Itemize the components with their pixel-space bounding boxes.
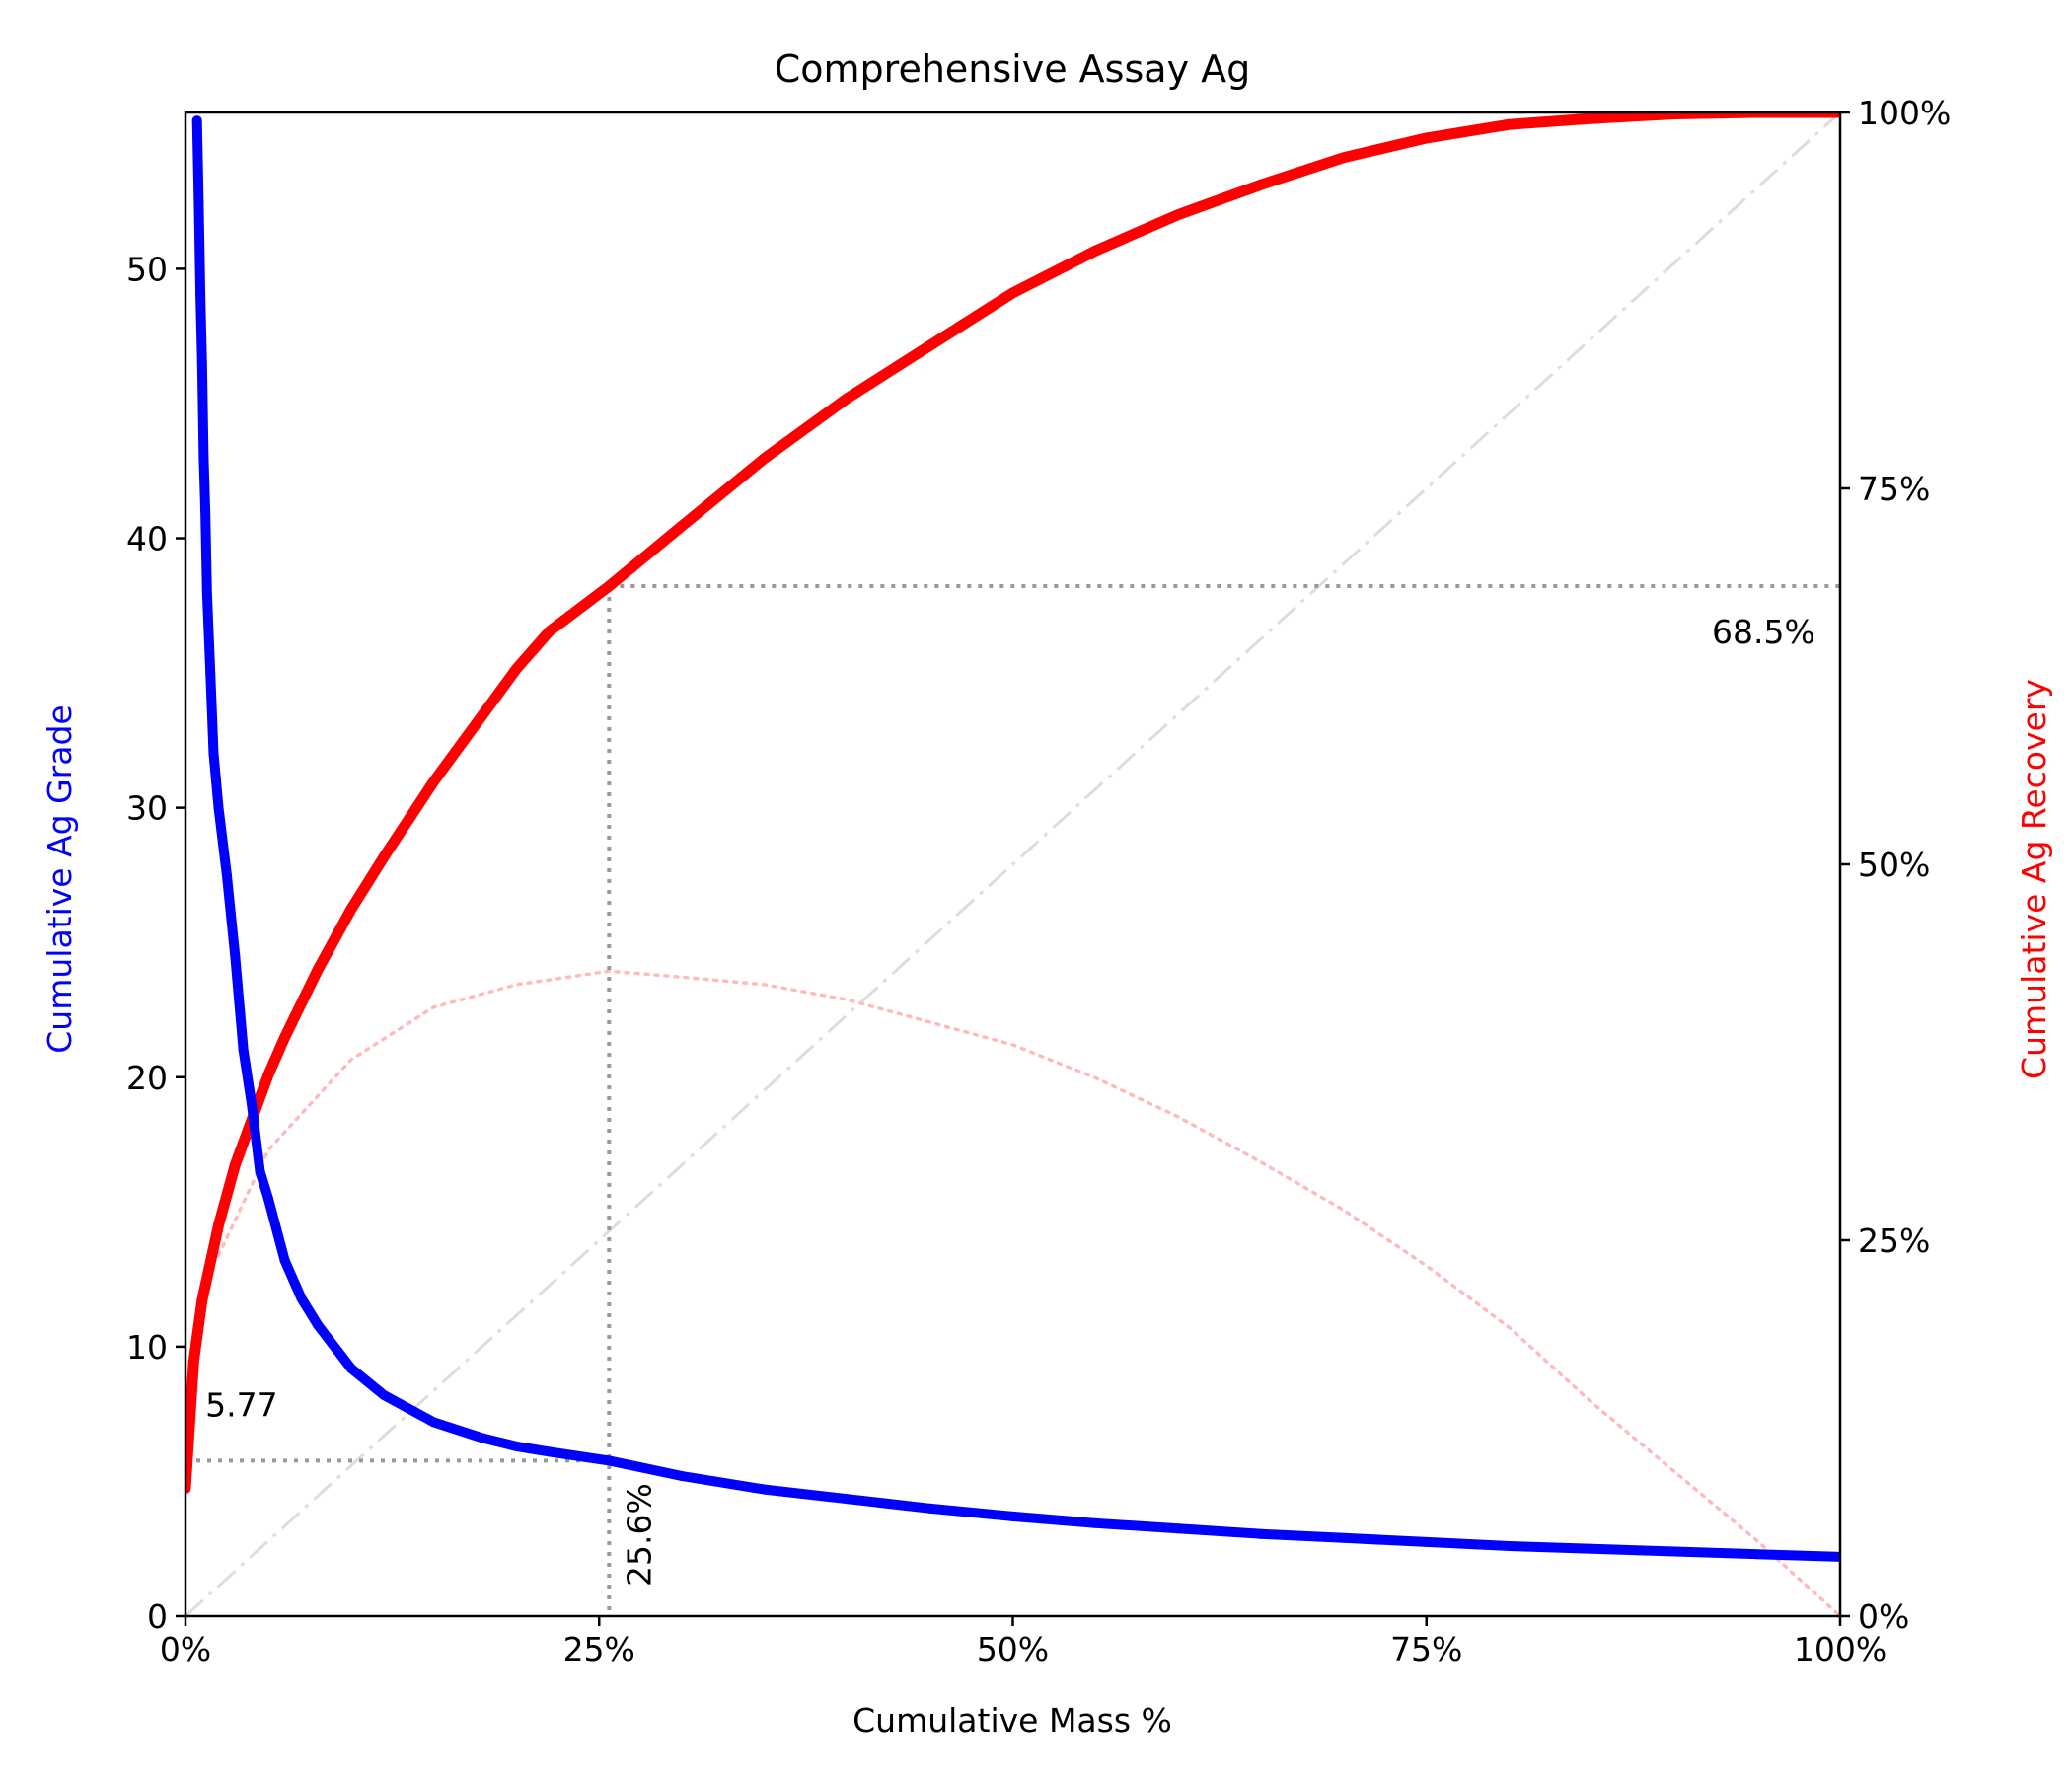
annotation-mass-label: 25.6% — [620, 1483, 658, 1587]
grade-point — [1090, 1518, 1100, 1528]
grade-point — [209, 749, 219, 759]
grade-point — [1008, 1512, 1018, 1521]
y-axis-right-label: Cumulative Ag Recovery — [2015, 679, 2053, 1079]
grade-point — [1339, 1533, 1349, 1543]
grade-point — [280, 1256, 290, 1266]
grade-point — [263, 1194, 273, 1204]
grade-point — [313, 1320, 323, 1330]
y-right-tick-label: 0% — [1858, 1597, 1909, 1636]
annotation-grade-label: 5.77 — [205, 1385, 277, 1424]
y-right-tick-label: 25% — [1858, 1221, 1930, 1260]
y-right-tick-label: 50% — [1858, 846, 1930, 884]
grade-point — [247, 1099, 257, 1109]
grade-point — [1669, 1547, 1679, 1557]
x-axis-label: Cumulative Mass % — [852, 1701, 1172, 1739]
x-tick-label: 25% — [563, 1630, 635, 1668]
grade-point — [1505, 1541, 1515, 1551]
y-left-tick-label: 50 — [126, 250, 168, 288]
chart-title: Comprehensive Assay Ag — [775, 47, 1251, 91]
grade-point — [677, 1471, 687, 1481]
annotation-recovery-label: 68.5% — [1712, 613, 1815, 651]
y-left-tick-label: 10 — [126, 1328, 168, 1367]
grade-point — [545, 1446, 555, 1456]
grade-point — [479, 1434, 488, 1443]
grade-point — [429, 1417, 439, 1427]
grade-point — [1256, 1529, 1266, 1539]
grade-point — [296, 1294, 306, 1303]
grade-point — [1752, 1549, 1762, 1559]
grade-point — [230, 951, 240, 961]
y-axis-left-label: Cumulative Ag Grade — [40, 704, 79, 1053]
grade-point — [1588, 1544, 1597, 1554]
grade-point — [1422, 1537, 1432, 1547]
grade-point — [760, 1485, 770, 1495]
y-left-tick-label: 30 — [126, 789, 168, 828]
grade-point — [222, 870, 232, 880]
y-right-tick-label: 75% — [1858, 470, 1930, 508]
grade-point — [511, 1442, 521, 1451]
grade-point — [197, 358, 207, 368]
grade-point — [346, 1364, 356, 1373]
y-left-tick-label: 40 — [126, 520, 168, 558]
grade-point — [239, 1046, 249, 1056]
y-left-tick-label: 20 — [126, 1059, 168, 1097]
grade-point — [843, 1494, 852, 1504]
grade-point — [192, 115, 202, 125]
grade-point — [202, 587, 212, 597]
grade-point — [205, 668, 215, 678]
grade-point — [1173, 1523, 1183, 1533]
grade-point — [256, 1166, 265, 1176]
y-right-tick-label: 100% — [1858, 94, 1951, 132]
grade-point — [925, 1504, 935, 1514]
grade-point — [214, 803, 224, 813]
x-tick-label: 75% — [1390, 1630, 1462, 1668]
grade-point — [198, 453, 208, 463]
x-tick-label: 50% — [977, 1630, 1049, 1668]
grade-point — [195, 291, 205, 301]
y-left-tick-label: 0 — [147, 1597, 168, 1636]
grade-point — [379, 1390, 389, 1400]
grade-point — [604, 1455, 614, 1465]
grade-point — [193, 196, 203, 206]
grade-point — [200, 506, 210, 516]
